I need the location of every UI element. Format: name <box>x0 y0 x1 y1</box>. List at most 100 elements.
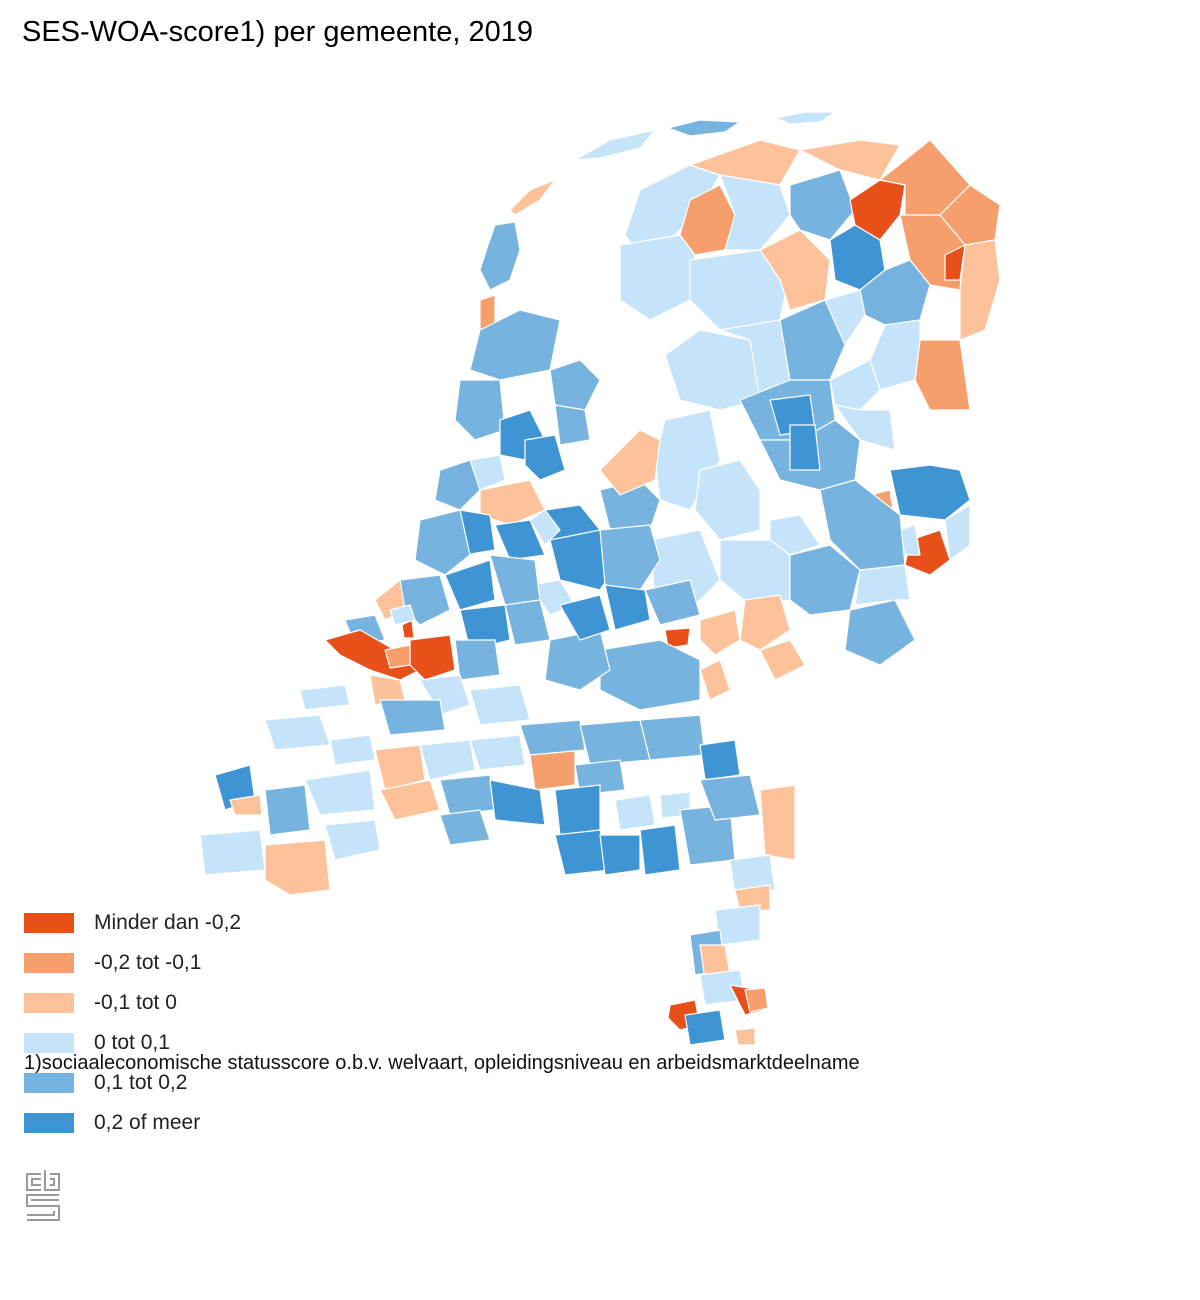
page-title: SES-WOA-score1) per gemeente, 2019 <box>22 16 533 48</box>
region-vlieland <box>509 179 556 216</box>
region-limburg-south <box>684 1009 726 1046</box>
region-raalte <box>789 424 821 471</box>
region-gooi-east <box>529 509 561 546</box>
legend-swatch <box>24 1073 74 1093</box>
region-woerden <box>489 554 541 606</box>
region-den-bosch <box>579 719 651 766</box>
cbs-logo-icon <box>26 1170 60 1221</box>
region-boxmeer <box>759 784 796 861</box>
legend-swatch <box>24 993 74 1013</box>
region-drenthe-south <box>829 359 881 411</box>
region-drenthe-north <box>859 259 931 326</box>
legend-label: 0,2 of meer <box>94 1111 201 1134</box>
region-schouwen <box>264 714 331 751</box>
region-goeree <box>299 684 351 711</box>
region-alblasserwaard <box>469 684 531 726</box>
footnote: 1)sociaaleconomische statusscore o.b.v. … <box>24 1052 860 1074</box>
region-bergen-op-zoom <box>374 744 426 791</box>
region-hardenberg <box>834 404 896 451</box>
region-zuid-beveland-west <box>264 784 311 836</box>
legend-swatch <box>24 913 74 933</box>
region-leiden-south <box>444 559 496 611</box>
region-rotterdam <box>409 634 456 681</box>
region-terneuzen <box>264 839 331 896</box>
region-gr-west <box>789 169 856 241</box>
legend: Minder dan -0,2 -0,2 tot -0,1 -0,1 tot 0… <box>24 903 241 1143</box>
legend-swatch <box>24 1033 74 1053</box>
legend-label: Minder dan -0,2 <box>94 911 242 934</box>
region-ameland <box>667 119 741 137</box>
region-zuid-beveland <box>304 769 376 816</box>
legend-label: -0,2 tot -0,1 <box>94 951 202 974</box>
region-zeeuws-vlaanderen-west <box>199 829 266 876</box>
region-oss <box>639 714 706 761</box>
legend-item: 0,2 of meer <box>24 1103 241 1143</box>
legend-item: Minder dan -0,2 <box>24 903 241 943</box>
region-haarlem <box>434 459 481 511</box>
region-vlissingen <box>229 794 263 816</box>
region-betuwe <box>599 639 701 711</box>
region-zeist <box>604 584 651 631</box>
legend-swatch <box>24 1113 74 1133</box>
region-venlo <box>729 854 776 896</box>
region-leiden <box>414 509 471 576</box>
region-kerkrade <box>744 987 769 1013</box>
region-gr-north <box>799 139 901 181</box>
region-achterhoek-south <box>844 599 916 666</box>
region-venray <box>734 884 771 913</box>
region-twente-east <box>944 504 971 561</box>
region-veendam <box>944 244 966 281</box>
region-friesland-north <box>689 139 801 186</box>
region-eindhoven-north <box>554 784 601 836</box>
legend-item: 0,1 tot 0,2 <box>24 1063 241 1103</box>
region-hoeksche-waard <box>379 699 446 736</box>
region-veluwe-north <box>694 459 761 541</box>
region-vaals <box>734 1027 756 1046</box>
region-amstelveen <box>494 519 546 561</box>
region-tilburg-south <box>489 779 546 826</box>
legend-item: 0 tot 0,1 <box>24 1023 241 1063</box>
legend-label: 0 tot 0,1 <box>94 1031 170 1054</box>
region-deventer <box>769 514 821 556</box>
map-regions <box>199 111 1001 1046</box>
legend-swatch <box>24 953 74 973</box>
region-breda-west <box>419 739 476 781</box>
region-schiermonnikoog <box>774 111 836 125</box>
region-valkenswaard <box>639 824 681 876</box>
region-gemert <box>699 774 761 821</box>
legend-label: 0,1 tot 0,2 <box>94 1071 188 1094</box>
region-uden <box>699 739 741 781</box>
region-drenthe-center <box>869 319 921 391</box>
region-oosterhout <box>469 734 526 771</box>
legend-item: -0,2 tot -0,1 <box>24 943 241 983</box>
region-tholen <box>329 734 376 766</box>
region-amersfoort <box>599 524 661 591</box>
region-cranendonck <box>599 834 641 876</box>
region-gr-southeast <box>959 239 1001 341</box>
region-nieuwegein <box>559 594 611 641</box>
region-lelystad <box>599 429 661 496</box>
region-terschelling <box>574 129 656 161</box>
region-ede-center <box>664 627 691 649</box>
region-nijmegen <box>699 659 731 701</box>
region-alphen <box>459 604 511 651</box>
region-achterhoek-east <box>854 564 911 606</box>
region-limburg-north <box>714 904 761 946</box>
region-zevenaar <box>759 639 806 681</box>
legend-label: -0,1 tot 0 <box>94 991 177 1014</box>
region-hoorn <box>549 359 601 411</box>
region-nh-coast <box>454 379 506 441</box>
region-etten <box>439 809 491 846</box>
region-texel <box>479 221 521 291</box>
region-schiedam <box>384 644 411 669</box>
region-doetinchem <box>739 594 791 651</box>
region-roosendaal <box>379 779 441 821</box>
legend-item: -0,1 tot 0 <box>24 983 241 1023</box>
region-fr-southwest <box>619 234 696 321</box>
region-gouda <box>504 599 551 646</box>
region-rhenen <box>644 579 701 626</box>
region-hulst <box>324 819 381 861</box>
region-amsterdam <box>479 479 546 526</box>
region-delft <box>389 604 416 626</box>
